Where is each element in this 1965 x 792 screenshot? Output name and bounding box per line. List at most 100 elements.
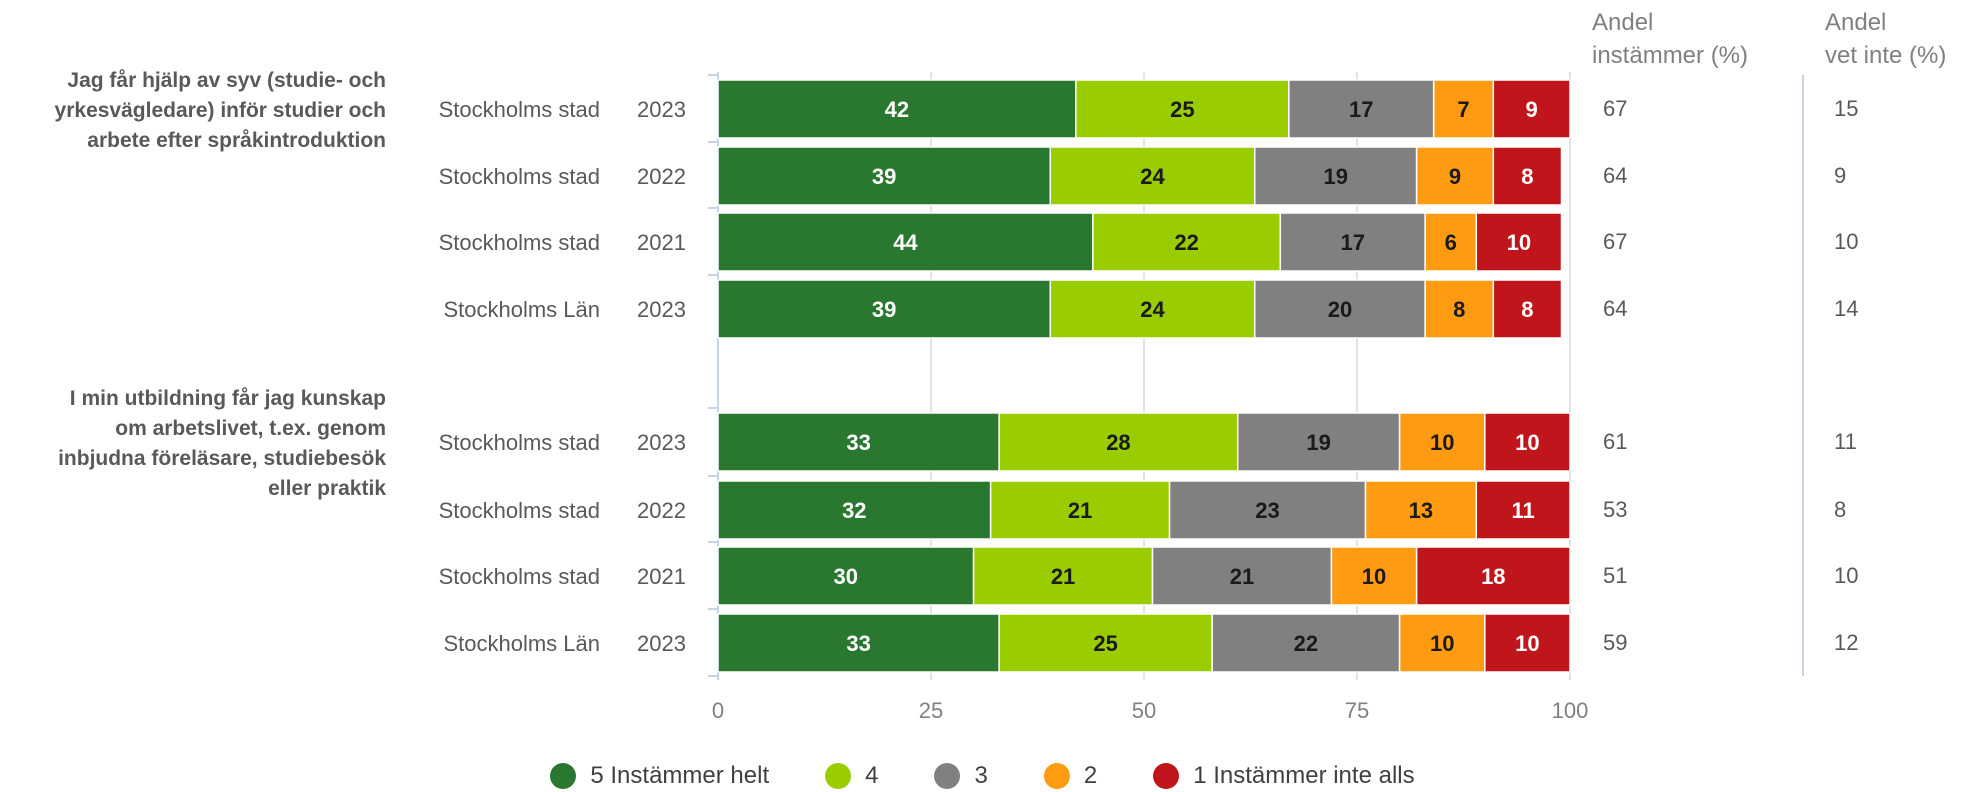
row-label-year: 2021 — [637, 230, 686, 255]
row-label-year: 2023 — [637, 97, 686, 122]
bar-segment-2-2-5 — [1475, 480, 1571, 540]
x-tick-label: 25 — [919, 698, 943, 723]
header-andel-vet-inte-line1: Andel — [1825, 9, 1886, 36]
legend-item-5: 1 Instämmer inte alls — [1153, 762, 1415, 790]
bar-segment-2-2-2 — [989, 480, 1171, 540]
andel-instammer-value: 67 — [1603, 96, 1627, 121]
data-label: 25 — [1170, 97, 1194, 122]
andel-instammer-value: 53 — [1603, 497, 1627, 522]
legend-label: 4 — [865, 762, 879, 789]
row-label-name: Stockholms Län — [443, 631, 600, 656]
row-label-name: Stockholms stad — [439, 564, 600, 589]
bar-segment-1-3-3 — [1279, 212, 1426, 272]
question-label-1: Jag får hjälp av syv (studie- och yrkesvä… — [6, 66, 386, 156]
data-label: 22 — [1174, 230, 1198, 255]
andel-instammer-value: 64 — [1603, 163, 1627, 188]
legend-dot — [825, 763, 852, 789]
row-label-name: Stockholms stad — [439, 430, 600, 455]
bar-segment-1-3-4 — [1424, 212, 1478, 272]
andel-vet-inte-value: 11 — [1834, 429, 1857, 454]
andel-instammer-value: 67 — [1603, 229, 1627, 254]
bar-segment-2-3-1 — [717, 546, 975, 606]
bar-segment-1-2-2 — [1049, 146, 1256, 206]
data-label: 7 — [1457, 97, 1469, 122]
x-tick-label: 0 — [712, 698, 724, 723]
bar-segment-1-4-4 — [1424, 279, 1495, 339]
row-label-year: 2023 — [637, 297, 686, 322]
andel-vet-inte-value: 12 — [1834, 630, 1858, 655]
bar-segment-2-4-2 — [998, 613, 1213, 673]
andel-instammer-value: 51 — [1603, 563, 1627, 588]
bar-segment-1-4-5 — [1492, 279, 1563, 339]
question-1-line-1: Jag får hjälp av syv (studie- och — [67, 69, 386, 92]
andel-instammer-value: 61 — [1603, 429, 1627, 454]
data-label: 9 — [1526, 97, 1538, 122]
bar-segment-2-1-3 — [1236, 412, 1401, 472]
bar-segment-2-3-4 — [1330, 546, 1418, 606]
question-2-line-4: eller praktik — [268, 477, 386, 500]
data-label: 6 — [1445, 230, 1457, 255]
row-label-year: 2023 — [637, 430, 686, 455]
andel-vet-inte-value: 8 — [1834, 497, 1846, 522]
question-1-line-3: arbete efter språkintroduktion — [87, 129, 386, 152]
bar-segment-2-3-2 — [972, 546, 1154, 606]
row-label-name: Stockholms stad — [439, 498, 600, 523]
bar-segment-2-1-4 — [1398, 412, 1486, 472]
question-2-line-2: om arbetslivet, t.ex. genom — [115, 417, 386, 440]
data-label: 13 — [1409, 498, 1433, 523]
bar-segment-2-1-2 — [998, 412, 1239, 472]
header-andel-instammer-line1: Andel — [1592, 9, 1653, 36]
legend-dot — [1043, 763, 1070, 789]
bar-segment-1-1-3 — [1288, 79, 1435, 139]
row-label-year: 2023 — [637, 631, 686, 656]
data-label: 10 — [1430, 430, 1454, 455]
x-tick-label: 75 — [1345, 698, 1369, 723]
legend-item-3: 3 — [934, 762, 988, 790]
data-label: 23 — [1255, 498, 1279, 523]
data-label: 39 — [872, 164, 896, 189]
andel-vet-inte-value: 10 — [1834, 229, 1858, 254]
header-andel-instammer-line2: instämmer (%) — [1592, 42, 1748, 69]
data-label: 11 — [1512, 498, 1535, 523]
x-tick-label: 100 — [1552, 698, 1589, 723]
bar-segment-1-2-1 — [717, 146, 1052, 206]
bar-segment-1-1-5 — [1492, 79, 1571, 139]
bar-segment-2-4-1 — [717, 613, 1000, 673]
data-label: 32 — [842, 498, 866, 523]
data-label: 10 — [1515, 430, 1539, 455]
bar-segment-1-2-3 — [1254, 146, 1418, 206]
data-label: 25 — [1093, 631, 1117, 656]
bar-segment-1-3-2 — [1092, 212, 1282, 272]
question-label-2: I min utbildning får jag kunskap om arbet… — [6, 384, 386, 504]
legend-label: 3 — [974, 762, 988, 789]
legend-label: 2 — [1083, 762, 1098, 789]
bar-segment-1-4-1 — [717, 279, 1052, 339]
legend-item-2: 4 — [825, 762, 878, 790]
row-label-year: 2021 — [637, 564, 686, 589]
andel-instammer-value: 59 — [1603, 630, 1627, 655]
data-label: 8 — [1521, 164, 1533, 189]
bar-segment-2-4-5 — [1484, 613, 1571, 673]
bar-segment-2-2-4 — [1364, 480, 1478, 540]
legend-dot — [550, 763, 577, 789]
question-1-line-2: yrkesvägledare) inför studier och — [54, 99, 386, 122]
andel-vet-inte-value: 9 — [1834, 163, 1846, 188]
data-label: 10 — [1430, 631, 1454, 656]
bar-segment-2-1-5 — [1484, 412, 1571, 472]
data-label: 17 — [1349, 97, 1373, 122]
data-label: 24 — [1140, 297, 1165, 322]
andel-vet-inte-value: 10 — [1834, 563, 1858, 588]
bar-segment-1-1-1 — [717, 79, 1077, 139]
data-label: 19 — [1306, 430, 1330, 455]
row-label-year: 2022 — [637, 498, 686, 523]
bar-segment-2-2-3 — [1168, 480, 1367, 540]
x-tick-label: 50 — [1132, 698, 1156, 723]
data-label: 9 — [1449, 164, 1461, 189]
bar-segment-2-4-4 — [1398, 613, 1486, 673]
data-label: 44 — [893, 230, 918, 255]
andel-instammer-value: 64 — [1603, 296, 1627, 321]
data-label: 28 — [1106, 430, 1130, 455]
bar-segment-1-1-2 — [1075, 79, 1290, 139]
data-label: 19 — [1323, 164, 1347, 189]
row-label-name: Stockholms stad — [439, 164, 600, 189]
